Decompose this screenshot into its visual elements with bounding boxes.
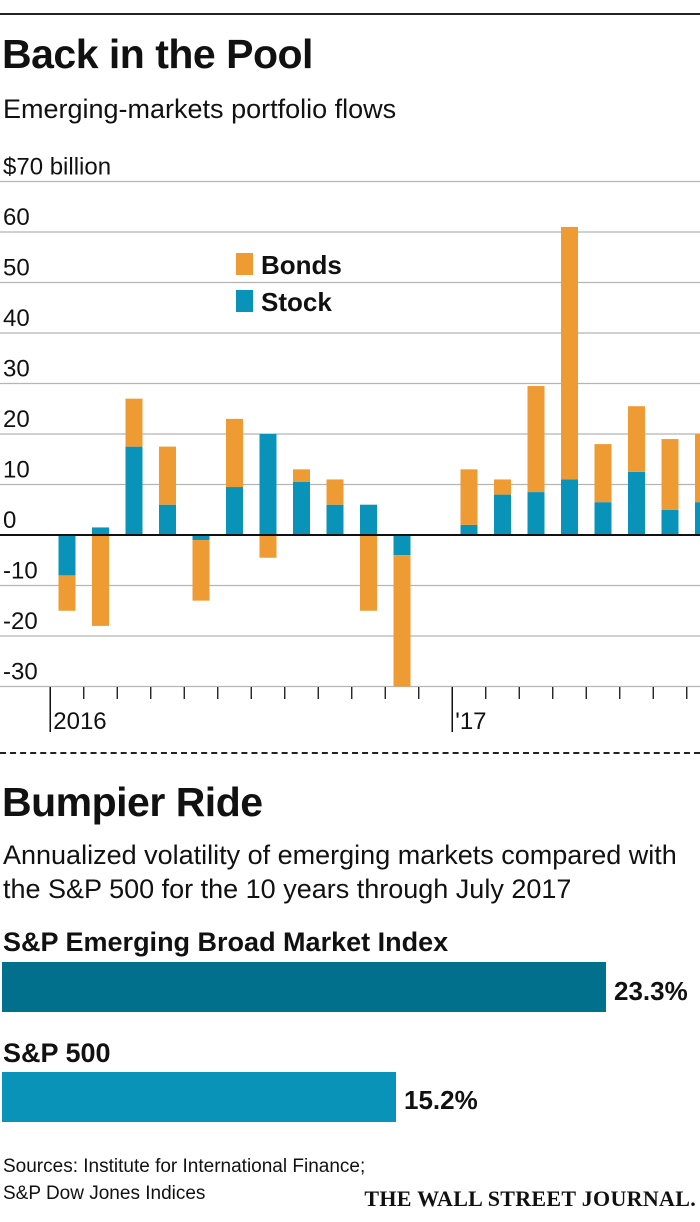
y-tick-label: 40 <box>3 305 30 332</box>
bar-stock <box>125 446 143 535</box>
bar-bonds <box>259 535 277 558</box>
bar-bonds <box>594 444 612 503</box>
bar-stock <box>460 524 478 535</box>
y-tick-label: 10 <box>3 457 30 484</box>
bar-value-sp500: 15.2% <box>404 1085 478 1115</box>
x-tick-label: 2016 <box>53 708 106 735</box>
y-tick-label: 50 <box>3 255 30 282</box>
sources-line-2: S&P Dow Jones Indices <box>3 1183 206 1204</box>
bar-bonds <box>293 469 310 482</box>
bar-bonds <box>527 386 545 493</box>
section2-description: Annualized volatility of emerging market… <box>3 840 677 904</box>
bar-stock <box>226 487 243 535</box>
y-tick-label: $70 billion <box>3 154 111 181</box>
portfolio-flows-chart: $70 billion 60 50 40 30 20 10 0 -10 -20 -30 2016 '17… <box>0 154 700 735</box>
y-tick-label: 30 <box>3 356 30 383</box>
bar-stock <box>661 509 679 535</box>
bar-emerging <box>2 962 606 1012</box>
bar-bonds <box>226 418 243 488</box>
bar-bonds <box>561 226 578 480</box>
bar-stock <box>159 504 176 535</box>
bar-stock <box>527 492 545 535</box>
publisher-brand: THE WALL STREET JOURNAL. <box>364 1186 696 1211</box>
y-tick-label: 60 <box>3 204 30 231</box>
section-divider <box>0 752 700 754</box>
bar-bonds <box>125 398 143 447</box>
y-tick-label: -10 <box>3 558 38 585</box>
bar-bonds <box>661 439 679 510</box>
y-tick-label: 0 <box>3 507 16 534</box>
bar-stock <box>92 527 109 535</box>
bar-stock <box>326 504 344 535</box>
bar-stock <box>695 502 700 535</box>
chart-subtitle: Emerging-markets portfolio flows <box>3 94 397 124</box>
chart-title: Back in the Pool <box>2 31 313 77</box>
bar-bonds <box>92 535 109 626</box>
bar-bonds <box>393 555 411 687</box>
bar-stock <box>494 494 511 535</box>
bar-stock <box>594 502 612 535</box>
bar-stock <box>58 535 76 576</box>
legend-swatch <box>236 253 253 275</box>
bar-stock <box>628 471 645 535</box>
top-rule <box>0 13 700 15</box>
bar-bonds <box>159 446 176 505</box>
legend-label: Stock <box>261 287 332 317</box>
bar-bonds <box>58 575 76 611</box>
bar-stock <box>360 504 377 535</box>
bar-sp500 <box>2 1072 397 1122</box>
sources-line-1: Sources: Institute for International Fin… <box>3 1156 366 1177</box>
x-tick-label: '17 <box>455 708 486 735</box>
bar-bonds <box>326 479 344 505</box>
bar-value-emerging: 23.3% <box>614 976 688 1006</box>
y-tick-label: -20 <box>3 608 38 635</box>
legend-label: Bonds <box>261 250 342 280</box>
bar-stock <box>393 535 411 556</box>
bar-bonds <box>460 469 478 525</box>
bar-bonds <box>695 434 700 503</box>
bar-label-sp500: S&P 500 <box>3 1038 111 1068</box>
bar-bonds <box>192 540 210 601</box>
bar-stock <box>259 434 277 535</box>
bar-label-emerging: S&P Emerging Broad Market Index <box>3 927 449 957</box>
bar-stock <box>293 481 310 535</box>
bar-stock <box>192 535 210 541</box>
bar-bonds <box>628 406 645 472</box>
bar-stock <box>561 479 578 535</box>
bar-bonds <box>494 479 511 495</box>
section2-title: Bumpier Ride <box>2 779 263 825</box>
y-tick-label: 20 <box>3 406 30 433</box>
legend-swatch <box>236 290 253 312</box>
bar-bonds <box>360 535 377 611</box>
sources-note: Sources: Institute for International Fin… <box>3 1153 365 1207</box>
y-tick-label: -30 <box>3 659 38 686</box>
